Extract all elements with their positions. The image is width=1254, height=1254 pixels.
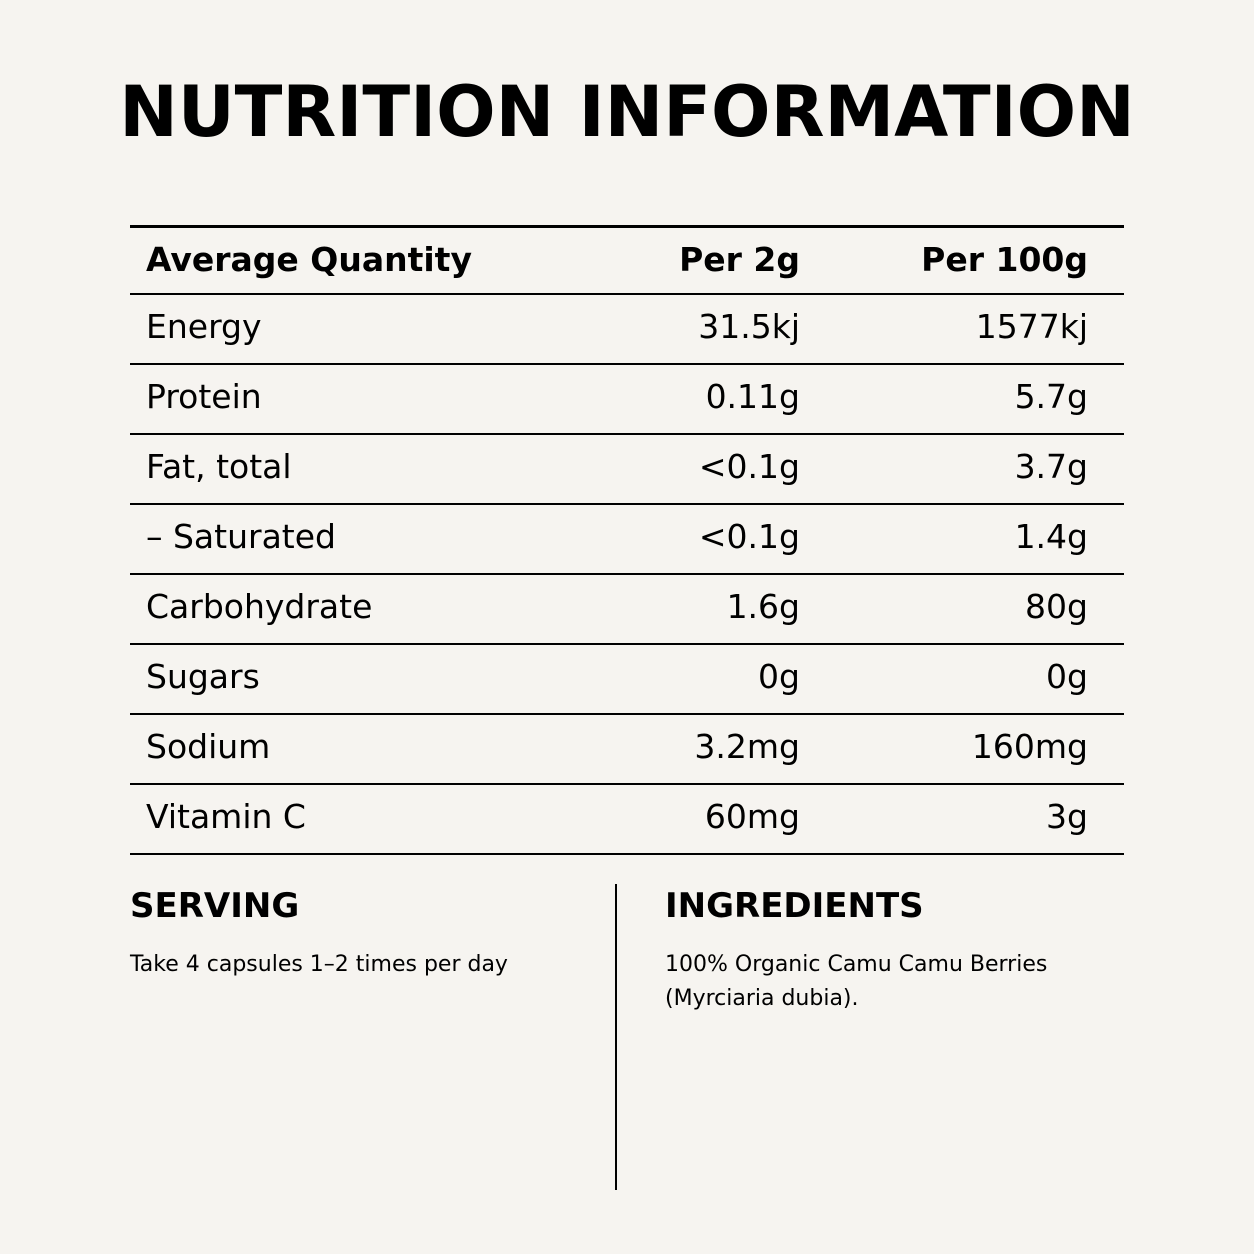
table-cell: 0g (1046, 657, 1088, 696)
divider (615, 884, 617, 1190)
nutrition-table: Average Quantity Per 2g Per 100g Energy 31.5… (130, 225, 1124, 855)
table-row: Fat, total <0.1g 3.7g (130, 435, 1124, 505)
table-cell: – Saturated (146, 517, 336, 556)
table-cell: 1.4g (1014, 517, 1088, 556)
table-row: Protein 0.11g 5.7g (130, 365, 1124, 435)
table-cell: 0.11g (705, 377, 800, 416)
table-cell: Sugars (146, 657, 260, 696)
table-cell: 0g (758, 657, 800, 696)
table-cell: <0.1g (698, 447, 800, 486)
table-cell: 31.5kj (698, 307, 800, 346)
table-cell: 5.7g (1014, 377, 1088, 416)
serving-text: Take 4 capsules 1–2 times per day (130, 952, 508, 977)
header-cell: Average Quantity (146, 240, 472, 279)
serving-heading: SERVING (130, 886, 300, 926)
table-cell: Fat, total (146, 447, 292, 486)
table-row: Sodium 3.2mg 160mg (130, 715, 1124, 785)
table-row: Vitamin C 60mg 3g (130, 785, 1124, 855)
table-cell: 80g (1025, 587, 1088, 626)
table-cell: 3.2mg (694, 727, 800, 766)
table-cell: Protein (146, 377, 262, 416)
table-cell: 3g (1046, 797, 1088, 836)
title: NUTRITION INFORMATION (119, 71, 1135, 153)
table-cell: 1.6g (726, 587, 800, 626)
ingredients-heading: INGREDIENTS (665, 886, 924, 926)
table-cell: 1577kj (975, 307, 1088, 346)
table-cell: 160mg (971, 727, 1088, 766)
ingredients-text: 100% Organic Camu Camu Berries (Myrciaria… (665, 948, 1047, 1016)
header-cell: Per 100g (921, 240, 1088, 279)
table-row: – Saturated <0.1g 1.4g (130, 505, 1124, 575)
table-row: Sugars 0g 0g (130, 645, 1124, 715)
table-cell: Sodium (146, 727, 271, 766)
header-cell: Per 2g (679, 240, 800, 279)
table-cell: Carbohydrate (146, 587, 373, 626)
table-header: Average Quantity Per 2g Per 100g (130, 225, 1124, 295)
table-cell: 3.7g (1014, 447, 1088, 486)
table-cell: 60mg (704, 797, 800, 836)
ingredients-line: (Myrciaria dubia). (665, 986, 859, 1011)
ingredients-line: 100% Organic Camu Camu Berries (665, 952, 1048, 977)
table-cell: Energy (146, 307, 262, 346)
table-cell: <0.1g (698, 517, 800, 556)
table-cell: Vitamin C (146, 797, 306, 836)
table-row: Energy 31.5kj 1577kj (130, 295, 1124, 365)
table-row: Carbohydrate 1.6g 80g (130, 575, 1124, 645)
